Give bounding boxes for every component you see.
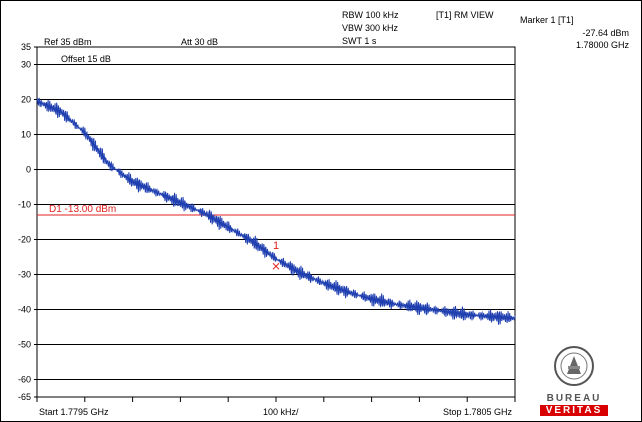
attenuation-label: Att 30 dB [181,37,219,47]
rbw-label: RBW 100 kHz [342,10,399,20]
bureau-veritas-logo: BUREAU VERITAS [540,344,608,416]
marker-level: -27.64 dBm [582,28,629,38]
y-tick-label: -60 [18,375,31,385]
ref-level-label: Ref 35 dBm [44,37,92,47]
frequency-span-per-div-label: 100 kHz/ [263,407,299,417]
y-tick-label: -40 [18,305,31,315]
vbw-label: VBW 300 kHz [342,23,399,33]
y-tick-label: 0 [26,165,31,175]
y-tick-label: -65 [18,392,31,402]
trace-1-line [36,97,516,325]
y-tick-label: 30 [21,60,31,70]
y-tick-label: -50 [18,340,31,350]
y-tick-label: -20 [18,235,31,245]
marker-title: Marker 1 [T1] [520,15,574,25]
display-line-label: D1 -13.00 dBm [49,204,116,215]
y-tick-label: -30 [18,270,31,280]
y-tick-label: 20 [21,95,31,105]
bureau-veritas-seal-icon [554,346,594,386]
start-frequency-label: Start 1.7795 GHz [39,407,109,417]
logo-veritas-text: VERITAS [540,405,608,416]
swt-label: SWT 1 s [342,36,377,46]
marker-frequency: 1.78000 GHz [575,40,629,50]
offset-label: Offset 15 dB [61,54,111,64]
marker-1-symbol [272,262,280,270]
trace-view-label: [T1] RM VIEW [436,10,494,20]
marker-1-label: 1 [273,240,279,252]
y-tick-label: -10 [18,200,31,210]
logo-bureau-text: BUREAU [546,393,602,404]
y-tick-label: 35 [21,42,31,52]
y-tick-label: 10 [21,130,31,140]
stop-frequency-label: Stop 1.7805 GHz [443,407,513,417]
